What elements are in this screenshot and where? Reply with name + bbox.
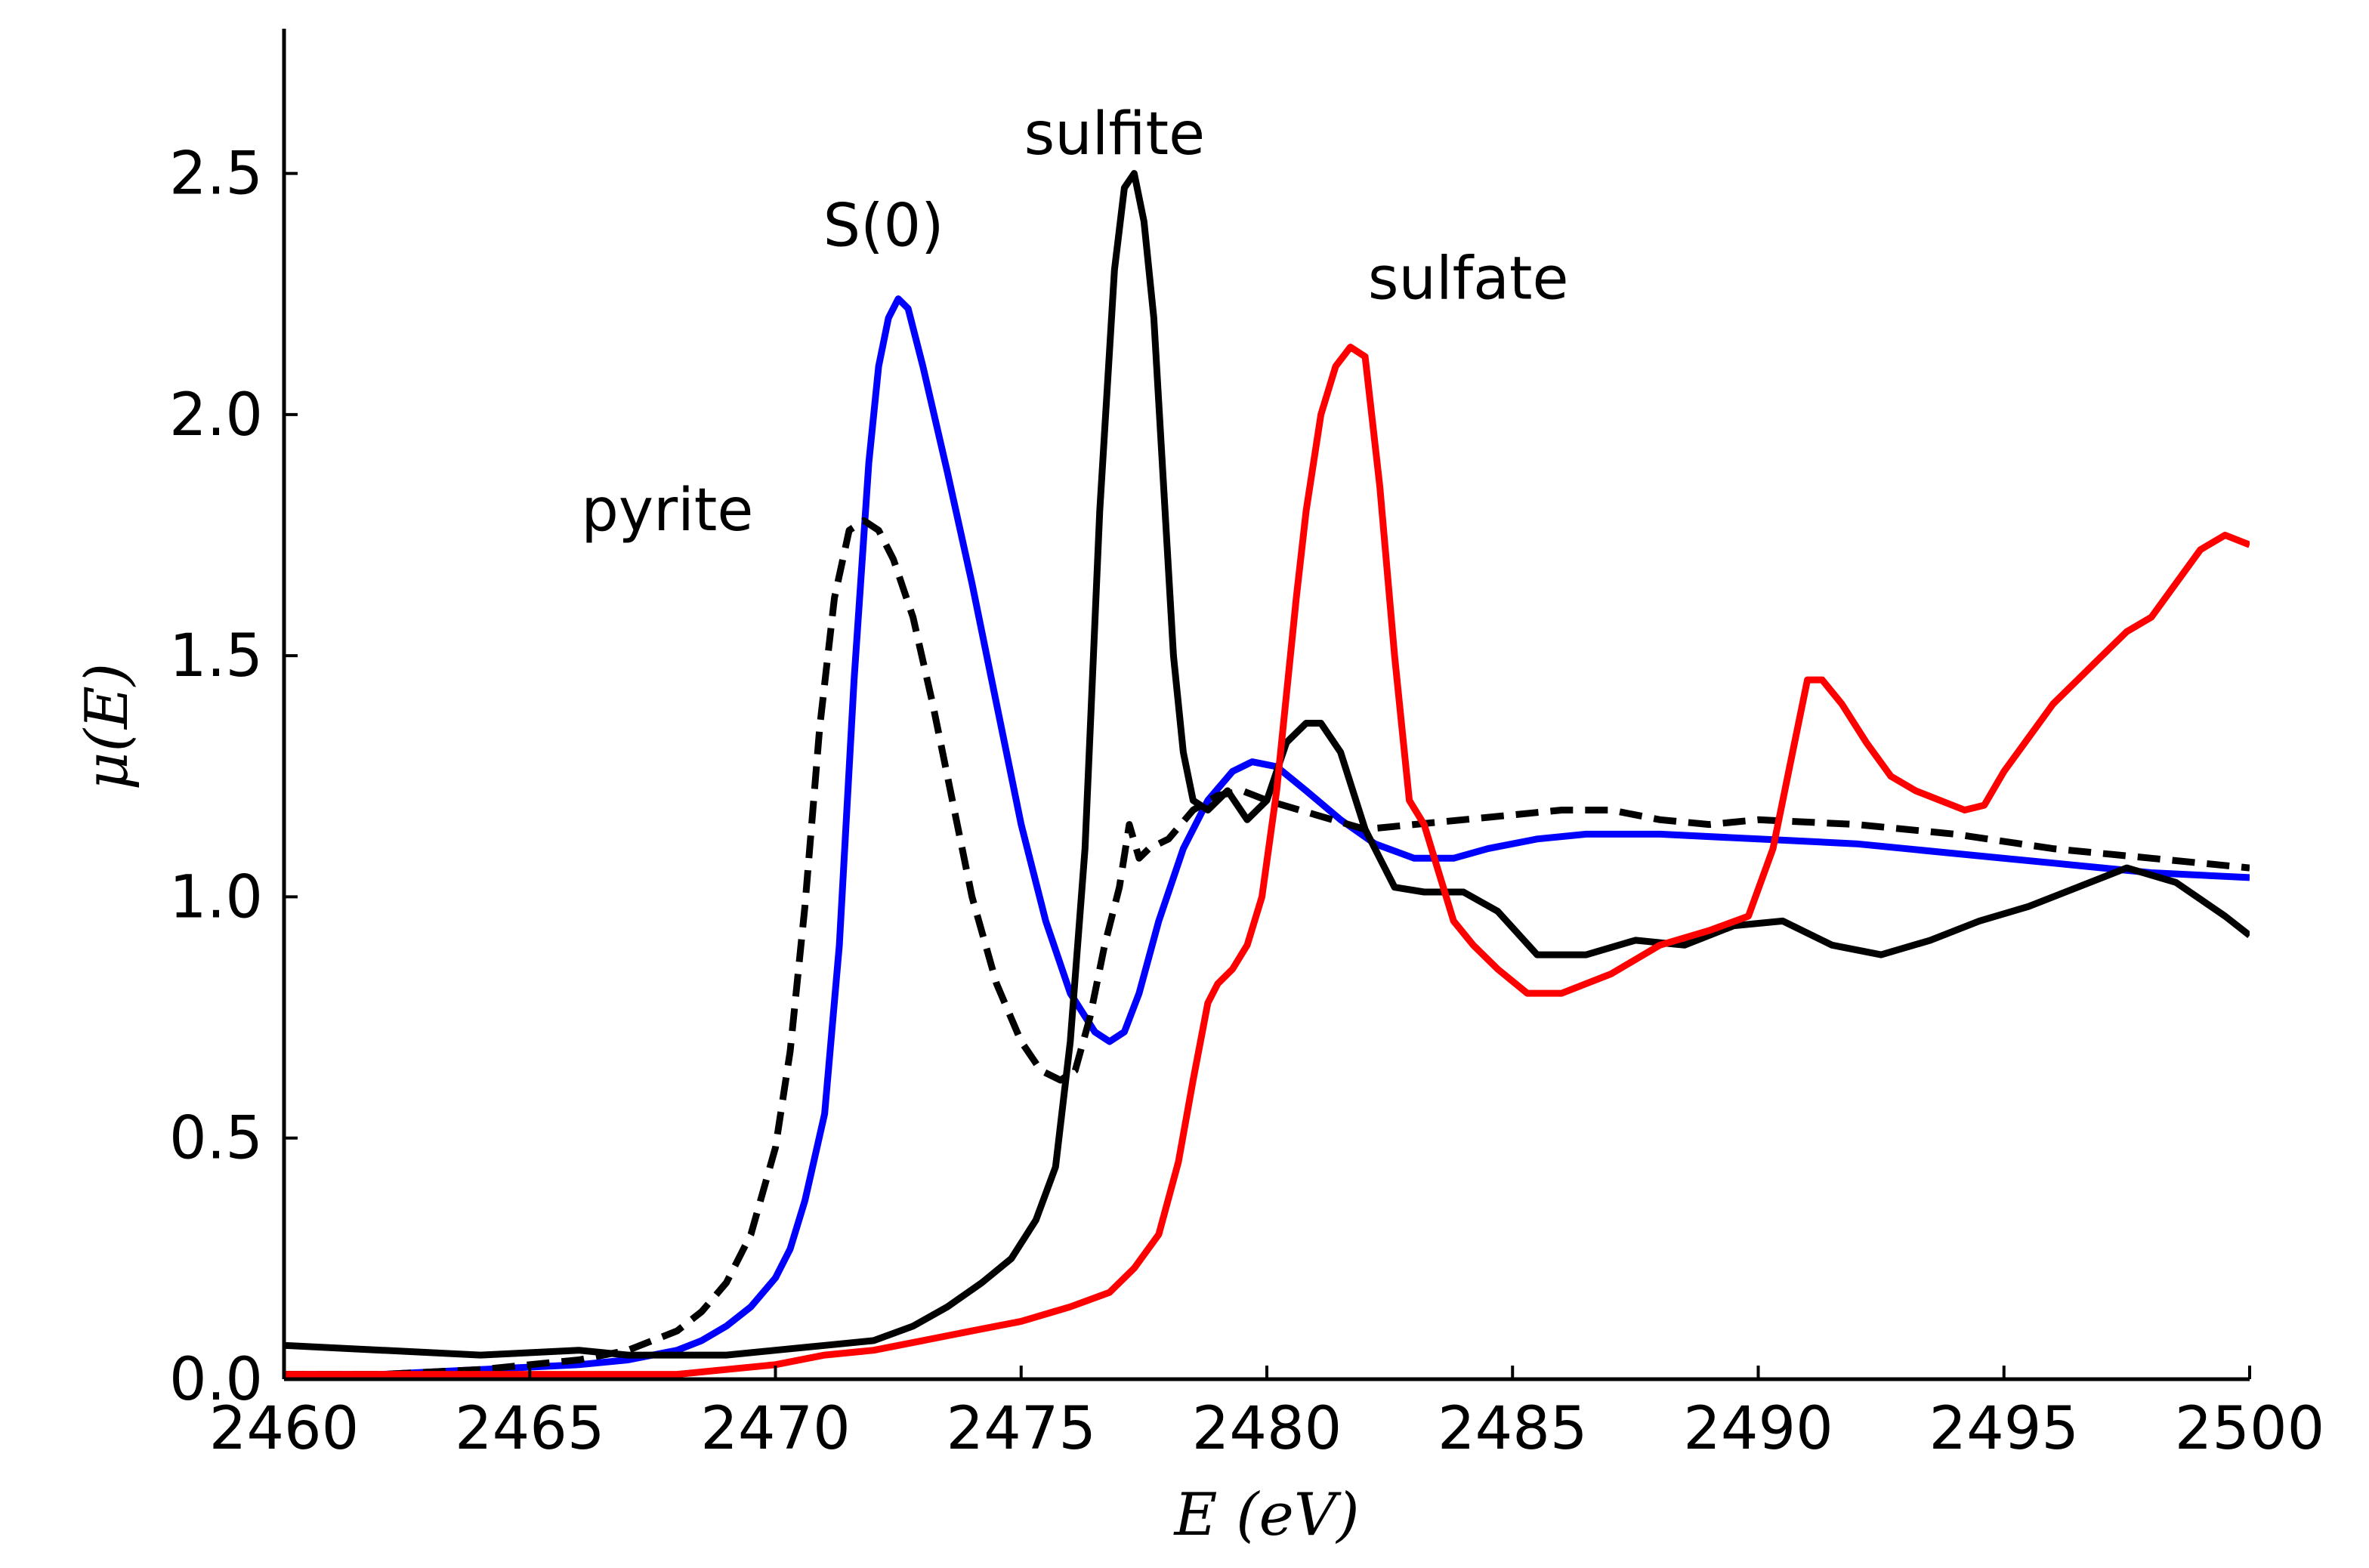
- y-tick-label: 0.0: [169, 1346, 263, 1414]
- y-axis-label: μ(E): [73, 663, 141, 791]
- x-tick-label: 2475: [946, 1395, 1096, 1463]
- series-line-3: [284, 170, 2250, 1359]
- x-tick-label: 2470: [700, 1395, 851, 1463]
- annotation-label: sulfate: [1368, 245, 1569, 313]
- series-line-2: [284, 517, 2250, 1378]
- x-tick-label: 2500: [2175, 1395, 2325, 1463]
- y-tick-label: 1.0: [169, 863, 263, 931]
- y-tick-label: 1.5: [169, 622, 263, 690]
- x-tick-label: 2480: [1192, 1395, 1342, 1463]
- annotation-label: sulfite: [1024, 100, 1205, 168]
- series-line-4: [284, 344, 2250, 1378]
- x-tick-label: 2495: [1929, 1395, 2079, 1463]
- x-tick-label: 2490: [1683, 1395, 1833, 1463]
- axes: [282, 29, 2250, 1381]
- series-line-1: [284, 295, 2250, 1378]
- y-tick-label: 2.0: [169, 381, 263, 449]
- annotations: pyrite S(0) sulfite sulfate: [581, 100, 1568, 545]
- plot-lines: [284, 170, 2250, 1378]
- y-tick-label: 2.5: [169, 140, 263, 208]
- x-tick-label: 2460: [209, 1395, 360, 1463]
- x-tick-label: 2485: [1438, 1395, 1588, 1463]
- annotation-label: pyrite: [581, 477, 753, 545]
- y-tick-label: 0.5: [169, 1105, 263, 1173]
- ticks: 2460 2465 2470 2475 2480 2485 2490 2495 2500 0.0 0…: [169, 140, 2324, 1463]
- x-axis-label: E (eV): [1172, 1481, 1359, 1549]
- annotation-label: S(0): [823, 192, 944, 260]
- x-tick-label: 2465: [455, 1395, 605, 1463]
